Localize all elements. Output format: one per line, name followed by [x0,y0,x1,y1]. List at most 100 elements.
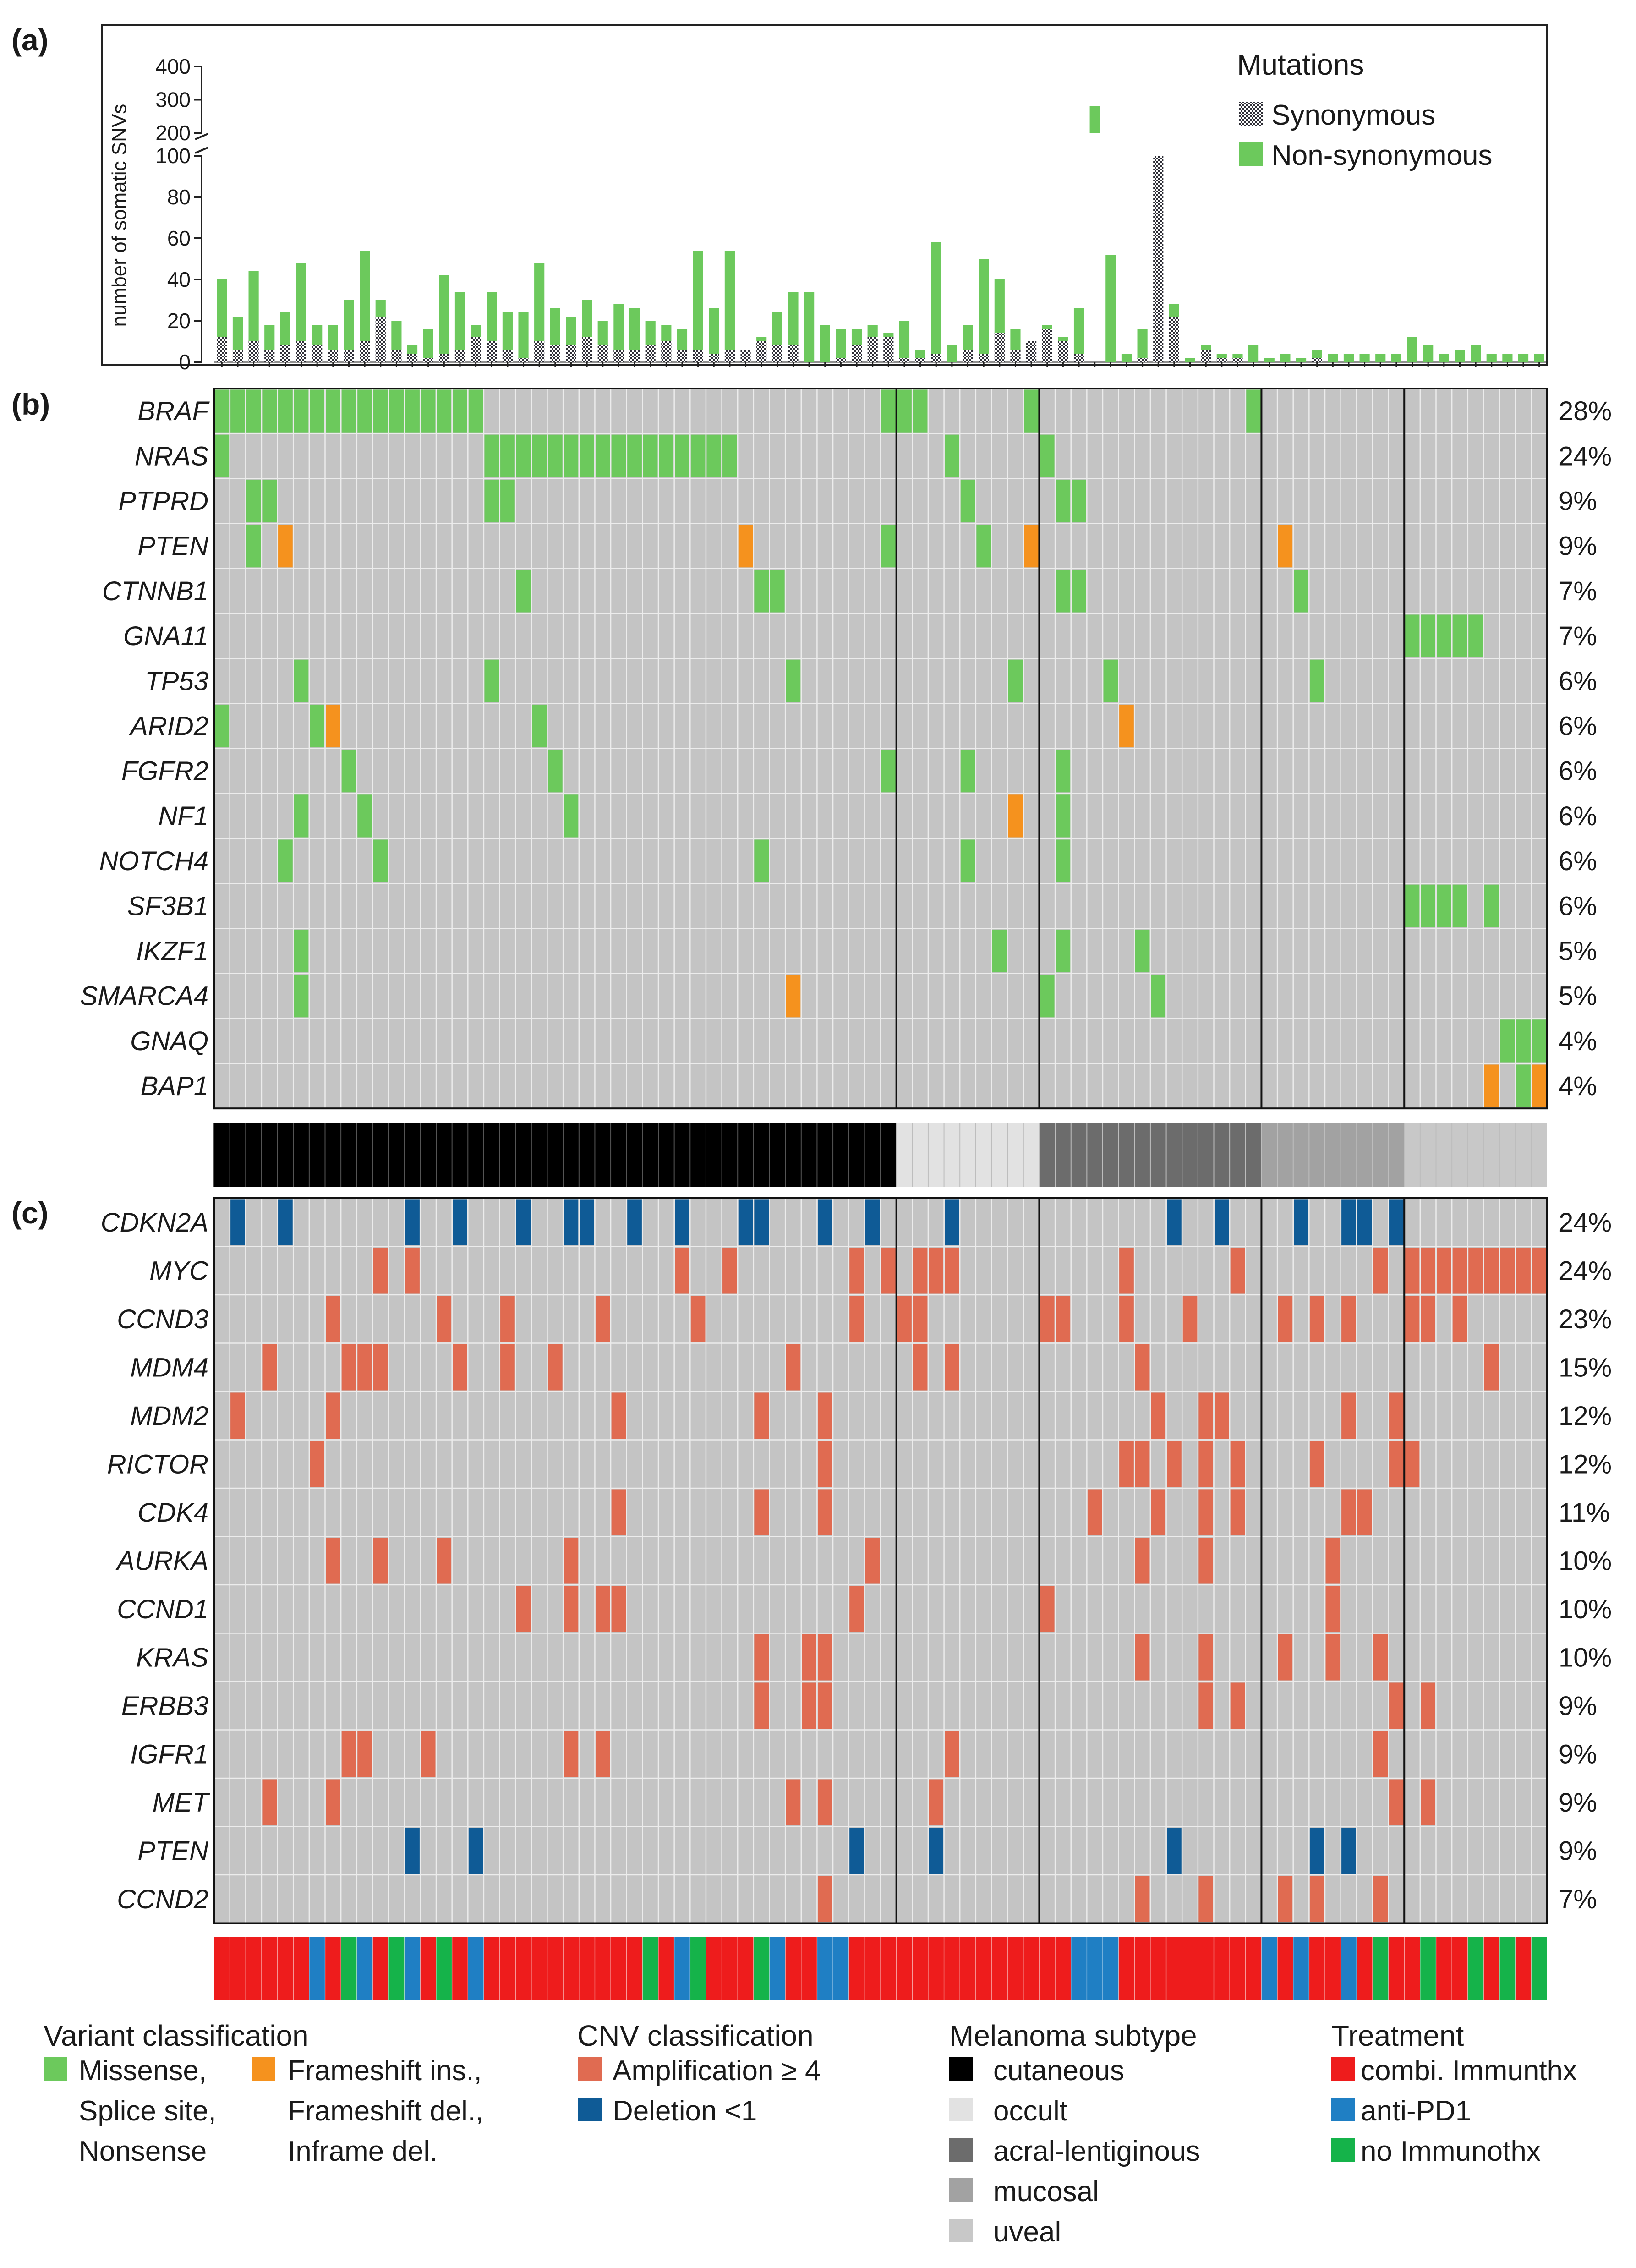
subtype-cell [1071,1123,1087,1187]
subtype-cell [1341,1123,1357,1187]
cell-amplification [1405,1296,1420,1342]
bar-nonsynonymous [566,317,576,345]
bar-nonsynonymous [550,308,560,345]
gene-percentage: 6% [1559,846,1597,876]
cell-missense [532,704,547,748]
bar-nonsynonymous [439,275,449,354]
subtype-cell [261,1123,278,1187]
bar-synonymous [232,350,243,362]
cell-missense [1024,389,1039,433]
cell-amplification [1421,1779,1435,1825]
bar-nonsynonymous [1407,337,1417,362]
cell-missense [1516,1064,1531,1107]
cell-missense [1309,659,1324,702]
cell-amplification [421,1731,436,1777]
cell-amplification [1198,1876,1213,1922]
cell-amplification [1182,1296,1198,1342]
label-frameshift-3: Inframe del. [288,2136,438,2167]
treatment-cell [896,1937,913,2000]
cell-deletion [1294,1199,1308,1245]
cell-amplification [357,1731,372,1777]
treatment-cell [1055,1937,1071,2000]
subtype-cell [468,1123,484,1187]
bar-synonymous [296,341,306,362]
cell-deletion [849,1828,864,1874]
cell-missense [453,389,467,433]
gene-label: CTNNB1 [102,576,208,606]
treatment-cell [1372,1937,1389,2000]
cell-amplification [1135,1441,1150,1487]
cell-missense [230,389,245,433]
subtype-cell [896,1123,913,1187]
cell-amplification [929,1248,944,1294]
treatment-cell [1483,1937,1500,2000]
bar-synonymous [502,350,513,362]
subtype-cell [325,1123,341,1187]
treatment-cell [1436,1937,1452,2000]
gene-label: SMARCA4 [80,981,208,1011]
gene-label: IKZF1 [136,937,208,966]
cell-missense [960,479,975,523]
treatment-cell [325,1937,341,2000]
bar-nonsynonymous [1391,354,1401,362]
cell-deletion [405,1828,420,1874]
variant-legend-title: Variant classification [44,2019,309,2052]
bar-synonymous [851,345,862,362]
bar-synonymous [407,354,418,362]
treatment-cell [991,1937,1008,2000]
cell-missense [1516,1019,1531,1063]
gene-percentage: 4% [1559,1026,1597,1056]
subtype-cell [1483,1123,1500,1187]
swatch-amplification [578,2057,602,2081]
subtype-cell [991,1123,1008,1187]
cell-missense [1056,794,1071,838]
cell-missense [881,750,896,793]
bar-nonsynonymous [597,321,608,345]
bar-synonymous [582,337,592,362]
bar-synonymous [471,337,481,362]
cell-amplification [817,1876,832,1922]
bar-nonsynonymous [423,329,433,358]
cell-missense [516,434,531,477]
treatment-cell [769,1937,786,2000]
bar-synonymous [994,333,1005,362]
subtype-cell [214,1123,230,1187]
cell-amplification [754,1489,769,1535]
subtype-cell [499,1123,516,1187]
y-tick-label: 200 [155,121,191,145]
gene-label: BRAF [137,396,210,426]
cell-missense [659,434,674,477]
treatment-cell [230,1937,246,2000]
cell-frameshift [1278,525,1293,568]
cell-amplification [1484,1344,1499,1391]
legend-swatch-synonymous [1239,102,1263,126]
cell-deletion [1167,1828,1182,1874]
cell-missense [786,659,801,702]
bar-nonsynonymous [724,251,735,350]
bar-synonymous [375,317,386,362]
cell-missense [1103,659,1118,702]
subtype-cell [372,1123,389,1187]
cell-missense [1008,659,1023,702]
legend-label-nonsynonymous: Non-synonymous [1271,140,1492,171]
treatment-cell [1007,1937,1023,2000]
swatch-cutaneous [949,2057,973,2081]
bar-synonymous [1137,358,1148,362]
subtype-cell [1039,1123,1056,1187]
gene-label: PTEN [137,1836,208,1866]
y-axis-label: number of somatic SNVs [108,104,131,327]
subtype-cell [975,1123,992,1187]
treatment-cell [960,1937,976,2000]
gene-percentage: 7% [1559,621,1597,651]
cell-amplification [945,1344,959,1391]
cell-amplification [802,1634,816,1681]
cell-amplification [595,1296,610,1342]
cell-missense [294,389,309,433]
bar-nonsynonymous [1312,350,1322,358]
bar-synonymous [963,350,973,362]
gene-label: PTPRD [118,487,208,516]
cell-frameshift [1008,794,1023,838]
cnv-heatmap: CDKN2A 24% MYC 24% CCND3 23% MDM4 15% MDM2 12% RIC… [101,1197,1612,1924]
bar-nonsynonymous [1486,354,1497,362]
gene-percentage: 24% [1559,1208,1612,1238]
